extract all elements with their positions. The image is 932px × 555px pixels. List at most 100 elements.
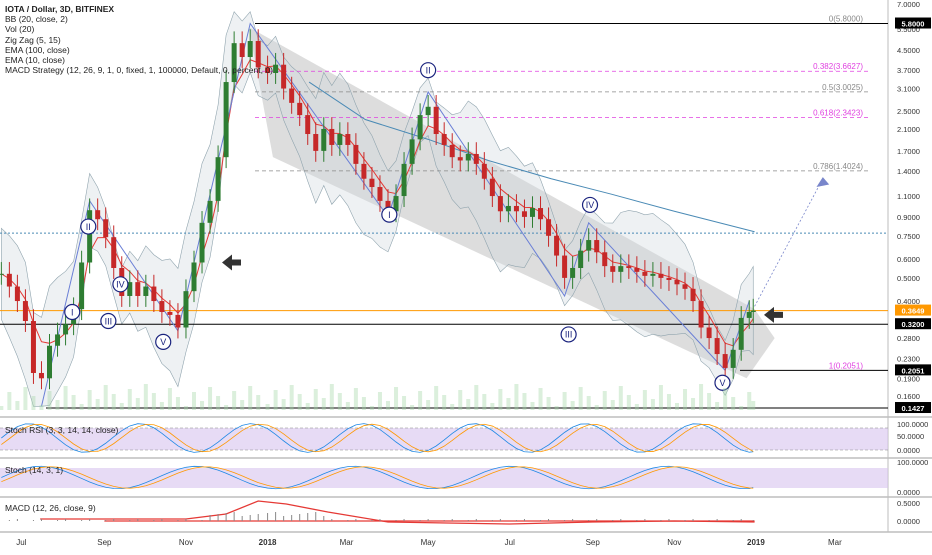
x-axis-label: Jul [16, 538, 26, 547]
wave-label-circle [381, 206, 398, 223]
candle-body [255, 41, 261, 68]
volume-bar [337, 393, 342, 410]
price-axis-tick: 2.1000 [897, 125, 920, 134]
candle-body [714, 338, 720, 355]
candle-body [167, 311, 173, 315]
volume-bar [562, 392, 567, 410]
wave-label-circle [581, 196, 599, 214]
volume-bar [63, 386, 68, 410]
candle-body [135, 282, 141, 296]
wave-label-circle [560, 326, 577, 343]
volume-bar [111, 394, 116, 410]
volume-bar [103, 385, 108, 410]
price-axis-tick: 1.4000 [897, 167, 920, 176]
candle-body [14, 286, 20, 302]
candle-body [425, 106, 431, 116]
candle-body [369, 178, 375, 188]
wave-label-text: V [160, 337, 166, 347]
candle-body [30, 321, 36, 373]
wave-label-circle [714, 374, 731, 391]
volume-bar [305, 403, 310, 410]
volume-bar [666, 394, 671, 410]
price-axis-tick: 5.5000 [897, 25, 920, 34]
volume-bar [650, 399, 655, 410]
candle-body [273, 64, 279, 74]
volume-bar [377, 392, 382, 410]
candle-body [247, 41, 253, 58]
fib-level-label: 0(5.8000) [829, 15, 864, 24]
wave-label-circle [100, 312, 117, 330]
candle-body [706, 327, 712, 339]
volume-bar [289, 385, 294, 410]
volume-bar [394, 387, 399, 410]
candle-body [570, 267, 576, 278]
candle-body [103, 219, 109, 238]
candle-body [143, 286, 149, 296]
candle-body [650, 273, 656, 276]
volume-bar [442, 395, 447, 410]
candle-body [305, 115, 311, 135]
price-badge-label: 5.8000 [902, 20, 925, 29]
candle-body [79, 262, 85, 310]
volume-bar [297, 394, 302, 410]
volume-bar [175, 397, 180, 410]
volume-bar [281, 399, 286, 410]
candle-body [505, 205, 511, 212]
volume-bar [232, 391, 237, 410]
candle-body [289, 88, 295, 103]
candle-body [481, 163, 487, 179]
price-badge [895, 318, 931, 330]
wave-label-text: I [71, 307, 74, 317]
candle-body [722, 354, 728, 368]
candle-body [417, 115, 423, 140]
price-axis-tick: 0.5000 [897, 274, 920, 283]
price-axis-tick: 2.5000 [897, 107, 920, 116]
wave-label-text: IV [116, 280, 125, 290]
volume-bar [39, 405, 44, 410]
volume-bar [369, 406, 374, 410]
candle-body [409, 139, 415, 164]
volume-bar [707, 393, 712, 410]
price-axis-tick: 4.5000 [897, 46, 920, 55]
candle-body [0, 273, 4, 275]
wave-label-circle [155, 333, 172, 350]
volume-bar [538, 388, 543, 410]
price-badge-label: 0.3649 [902, 307, 925, 316]
fib-level-label: 0.618(2.3423) [813, 109, 863, 118]
candle-body [207, 200, 213, 223]
candle-body [441, 134, 447, 145]
candle-body [55, 334, 61, 346]
candle-body [47, 345, 53, 379]
price-axis-tick: 3.1000 [897, 85, 920, 94]
x-axis-label: Nov [667, 538, 681, 547]
candle-body [730, 349, 736, 368]
wave-label-text: I [388, 210, 391, 220]
candle-body [127, 282, 133, 296]
wave-label-text: II [426, 65, 431, 75]
volume-bar [634, 404, 639, 410]
macd-tick: 0.0000 [897, 517, 920, 526]
candle-body [750, 310, 756, 312]
volume-bar [167, 388, 172, 410]
volume-bar [15, 401, 20, 410]
price-axis-tick: 0.7500 [897, 232, 920, 241]
candle-body [465, 153, 471, 161]
volume-bar [329, 384, 334, 410]
stoch-rsi-title: Stoch RSI (3, 3, 14, 14, close) [5, 425, 119, 435]
candle-body [554, 235, 560, 256]
candle-body [329, 128, 335, 145]
x-axis-label: Sep [586, 538, 601, 547]
candle-body [151, 286, 157, 302]
projection-arrow-head [816, 177, 830, 188]
volume-bar [450, 404, 455, 410]
price-axis-tick: 1.1000 [897, 192, 920, 201]
volume-bar [691, 398, 696, 410]
volume-bar [265, 404, 270, 410]
volume-bar [715, 402, 720, 410]
volume-bar [208, 387, 213, 410]
candle-body [215, 157, 221, 201]
price-axis-tick: 0.6000 [897, 255, 920, 264]
volume-bar [506, 398, 511, 410]
